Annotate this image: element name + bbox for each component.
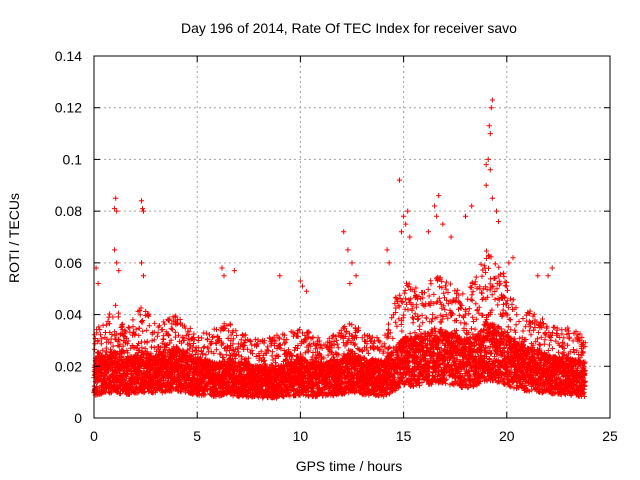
y-tick-label: 0.14 xyxy=(55,48,82,64)
x-tick-label: 0 xyxy=(90,428,98,444)
roti-data-points xyxy=(91,97,588,401)
y-tick-label: 0.12 xyxy=(55,100,82,116)
y-tick-label: 0.06 xyxy=(55,255,82,271)
x-tick-label: 25 xyxy=(602,428,618,444)
axis-ticks xyxy=(93,55,611,419)
y-tick-label: 0 xyxy=(74,410,82,426)
plot-frame xyxy=(93,55,611,419)
x-tick-label: 20 xyxy=(499,428,515,444)
x-tick-label: 15 xyxy=(396,428,412,444)
y-tick-label: 0.1 xyxy=(63,151,83,167)
y-tick-label: 0.02 xyxy=(55,358,82,374)
x-tick-label: 5 xyxy=(193,428,201,444)
x-axis-title: GPS time / hours xyxy=(296,458,403,474)
y-tick-label: 0.08 xyxy=(55,203,82,219)
x-axis-tick-labels: 0 5 10 15 20 25 xyxy=(90,428,618,444)
y-axis-title: ROTI / TECUs xyxy=(6,193,22,283)
chart-title: Day 196 of 2014, Rate Of TEC Index for r… xyxy=(181,20,517,36)
y-axis-tick-labels: 0 0.02 0.04 0.06 0.08 0.1 0.12 0.14 xyxy=(55,48,82,426)
scatter-points xyxy=(91,97,588,401)
x-tick-label: 10 xyxy=(293,428,309,444)
y-tick-label: 0.04 xyxy=(55,307,82,323)
